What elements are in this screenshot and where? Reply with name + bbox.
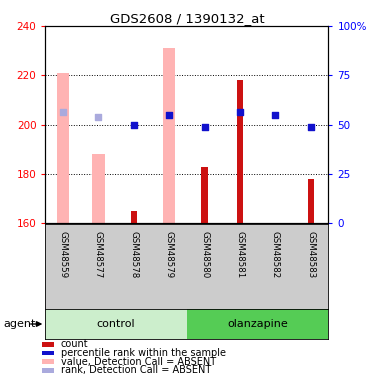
Text: count: count bbox=[60, 339, 88, 350]
Point bbox=[201, 124, 208, 130]
Text: percentile rank within the sample: percentile rank within the sample bbox=[60, 348, 226, 358]
Text: GSM48578: GSM48578 bbox=[129, 231, 138, 278]
Bar bbox=[237, 80, 243, 223]
Bar bbox=[57, 73, 69, 223]
Text: GSM48582: GSM48582 bbox=[271, 231, 280, 278]
Bar bbox=[187, 309, 328, 339]
Text: agent: agent bbox=[4, 320, 36, 329]
Text: value, Detection Call = ABSENT: value, Detection Call = ABSENT bbox=[60, 357, 216, 367]
Text: GSM48579: GSM48579 bbox=[165, 231, 174, 278]
Bar bbox=[163, 48, 176, 223]
Bar bbox=[42, 368, 54, 373]
Bar bbox=[201, 166, 208, 223]
Point bbox=[237, 110, 243, 116]
Text: rank, Detection Call = ABSENT: rank, Detection Call = ABSENT bbox=[60, 365, 211, 375]
Text: GSM48577: GSM48577 bbox=[94, 231, 103, 278]
Bar bbox=[45, 309, 187, 339]
Text: GSM48583: GSM48583 bbox=[306, 231, 315, 278]
Point bbox=[95, 114, 102, 120]
Point bbox=[272, 112, 278, 118]
Text: GSM48581: GSM48581 bbox=[236, 231, 244, 278]
Text: olanzapine: olanzapine bbox=[227, 320, 288, 329]
Bar bbox=[131, 211, 137, 223]
Bar bbox=[308, 179, 314, 223]
Title: GDS2608 / 1390132_at: GDS2608 / 1390132_at bbox=[110, 12, 264, 25]
Text: GSM48580: GSM48580 bbox=[200, 231, 209, 278]
Bar bbox=[42, 360, 54, 364]
Point bbox=[60, 110, 66, 116]
Point bbox=[308, 124, 314, 130]
Text: control: control bbox=[97, 320, 136, 329]
Bar bbox=[42, 342, 54, 347]
Point bbox=[166, 112, 172, 118]
Point bbox=[131, 122, 137, 128]
Bar bbox=[42, 351, 54, 355]
Text: GSM48559: GSM48559 bbox=[59, 231, 68, 278]
Bar bbox=[92, 154, 105, 223]
